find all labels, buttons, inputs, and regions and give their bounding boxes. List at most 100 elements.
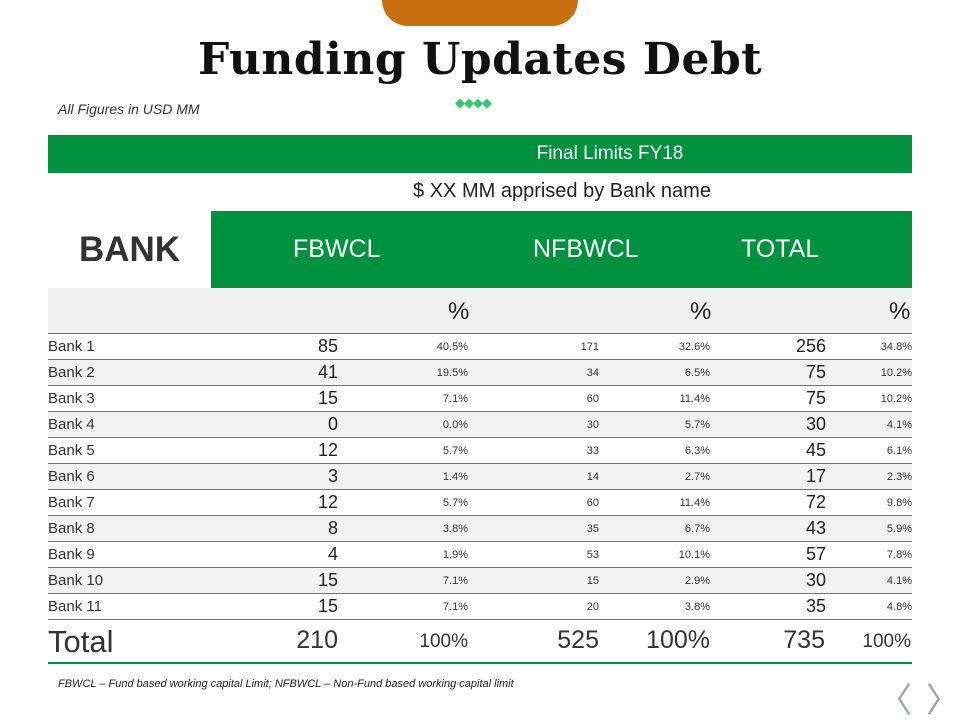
footnote: FBWCL – Fund based working capital Limit… [58,678,514,690]
fbwcl-value: 8 [198,515,338,542]
nfbwcl-value: 34 [468,359,599,386]
total-total-pct: 100% [862,631,911,652]
total-value: 30 [710,411,826,438]
bank-name: Bank 3 [48,385,198,412]
nfbwcl-value: 15 [468,567,599,594]
percent-header-row: % % % [48,288,912,334]
total-value: 256 [710,334,826,360]
total-value: 75 [710,385,826,412]
nfbwcl-value: 33 [468,437,599,464]
fbwcl-pct: 0.0% [338,411,468,438]
fbwcl-pct: 7.1% [338,567,468,594]
total-pct-header: % [889,298,911,325]
total-value: 75 [710,359,826,386]
bank-name: Bank 6 [48,463,198,490]
fbwcl-value: 4 [198,541,338,568]
table-row: Bank 10 15 7.1% 15 2.9% 30 4.1% [48,567,912,594]
total-fbwcl-pct: 100% [419,631,468,652]
total-pct: 6.1% [826,437,912,464]
fbwcl-pct: 19.5% [338,359,468,386]
table-row: Bank 5 12 5.7% 33 6.3% 45 6.1% [48,437,912,464]
total-pct: 9.8% [826,489,912,516]
bank-name: Bank 4 [48,411,198,438]
total-pct: 7.8% [826,541,912,568]
total-pct: 5.9% [826,515,912,542]
next-slide-icon[interactable]: 〉 [926,682,960,720]
final-limits-label: Final Limits FY18 [536,143,684,164]
nfbwcl-pct: 11.4% [599,385,710,412]
total-pct: 2.3% [826,463,912,490]
fbwcl-pct: 1.4% [338,463,468,490]
fbwcl-value: 12 [198,489,338,516]
total-value: 45 [710,437,826,464]
bank-column-header: BANK [78,230,181,269]
total-pct: 4.1% [826,567,912,594]
total-fbwcl: 210 [296,626,338,654]
total-pct: 4.1% [826,411,912,438]
total-value: 43 [710,515,826,542]
nfbwcl-pct: 11.4% [599,489,710,516]
nfbwcl-pct: 6.3% [599,437,710,464]
nfbwcl-value: 60 [468,489,599,516]
table-row: Bank 11 15 7.1% 20 3.8% 35 4.8% [48,593,912,620]
bank-name: Bank 1 [48,334,198,360]
bank-name: Bank 8 [48,515,198,542]
diamond-decoration-icon: ◆◆◆◆ [455,95,492,110]
fbwcl-value: 85 [198,334,338,360]
nfbwcl-pct: 10.1% [599,541,710,568]
table-row: Bank 2 41 19.5% 34 6.5% 75 10.2% [48,359,912,386]
total-label: Total [48,624,114,659]
fbwcl-pct: 5.7% [338,437,468,464]
total-pct: 34.8% [826,334,912,360]
nfbwcl-value: 30 [468,411,599,438]
apprised-note: $ XX MM apprised by Bank name [413,180,711,202]
table-row: Bank 1 85 40.5% 171 32.6% 256 34.8% [48,334,912,360]
nfbwcl-header: NFBWCL [533,235,639,263]
nfbwcl-pct: 3.8% [599,593,710,620]
nfbwcl-pct: 2.7% [599,463,710,490]
nfbwcl-value: 35 [468,515,599,542]
nfbwcl-pct-header: % [690,298,712,325]
units-note: All Figures in USD MM [58,101,200,117]
total-value: 17 [710,463,826,490]
nfbwcl-pct: 6.7% [599,515,710,542]
page-title: Funding Updates Debt [197,34,763,85]
fbwcl-value: 15 [198,385,338,412]
total-pct: 4.8% [826,593,912,620]
nfbwcl-value: 20 [468,593,599,620]
bank-table: Bank 1 85 40.5% 171 32.6% 256 34.8% Bank 2 41 19.… [48,334,912,620]
total-value: 72 [710,489,826,516]
fbwcl-pct-header: % [448,298,470,325]
fbwcl-pct: 3.8% [338,515,468,542]
total-nfbwcl: 525 [557,626,599,654]
total-total: 735 [783,626,825,654]
nfbwcl-value: 53 [468,541,599,568]
nfbwcl-value: 14 [468,463,599,490]
table-row: Bank 8 8 3.8% 35 6.7% 43 5.9% [48,515,912,542]
fbwcl-pct: 1.9% [338,541,468,568]
bank-name: Bank 10 [48,567,198,594]
table-row: Bank 3 15 7.1% 60 11.4% 75 10.2% [48,385,912,412]
nfbwcl-pct: 2.9% [599,567,710,594]
nfbwcl-pct: 6.5% [599,359,710,386]
prev-slide-icon[interactable]: 〈 [878,682,912,720]
total-value: 35 [710,593,826,620]
fbwcl-value: 15 [198,593,338,620]
column-header-band: FBWCL NFBWCL TOTAL [211,211,912,288]
fbwcl-pct: 5.7% [338,489,468,516]
fbwcl-pct: 40.5% [338,334,468,360]
bank-name: Bank 7 [48,489,198,516]
total-header: TOTAL [741,235,820,263]
table-row: Bank 9 4 1.9% 53 10.1% 57 7.8% [48,541,912,568]
table-row: Bank 6 3 1.4% 14 2.7% 17 2.3% [48,463,912,490]
total-value: 30 [710,567,826,594]
total-pct: 10.2% [826,359,912,386]
fbwcl-pct: 7.1% [338,593,468,620]
final-limits-banner: Final Limits FY18 [48,135,912,173]
nfbwcl-pct: 5.7% [599,411,710,438]
total-pct: 10.2% [826,385,912,412]
table-row: Bank 4 0 0.0% 30 5.7% 30 4.1% [48,411,912,438]
bank-name: Bank 5 [48,437,198,464]
total-value: 57 [710,541,826,568]
fbwcl-value: 41 [198,359,338,386]
